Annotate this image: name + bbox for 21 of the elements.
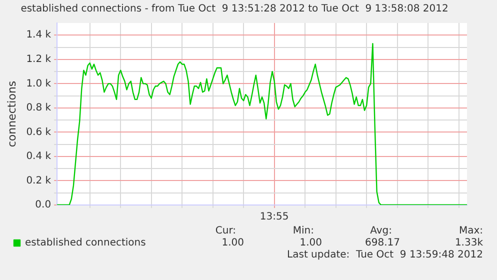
y-tick-label: 0.2 k <box>26 175 52 186</box>
text: Min: <box>292 226 314 237</box>
text: 1.00 <box>222 238 244 249</box>
x-tick-label: 13:55 <box>260 212 289 223</box>
y-tick-label: 0.6 k <box>26 126 52 138</box>
y-tick-label: 1.0 k <box>26 78 52 90</box>
y-tick-label: 0.4 k <box>26 151 52 162</box>
text: 1.00 <box>300 238 322 249</box>
legend-label: established connections <box>25 238 146 249</box>
text: Max: <box>458 226 483 237</box>
y-tick-label: 1.2 k <box>26 54 52 65</box>
text: Cur: <box>215 226 236 237</box>
text: 1.33k <box>454 238 484 249</box>
chart-title: established connections - from Tue Oct 9 13:51:28 2012 to Tue Oct 9 13:58:08 2012 <box>20 4 448 15</box>
y-tick-label: 1.4 k <box>26 30 52 41</box>
y-tick-label: 0.8 k <box>26 102 52 114</box>
y-tick-label: 0.0 <box>35 200 52 211</box>
y-axis-title: connections <box>5 80 18 148</box>
text: 698.17 <box>365 238 400 249</box>
text: Avg: <box>370 226 392 237</box>
text: Last update: Tue Oct 9 13:59:48 2012 <box>287 250 483 261</box>
